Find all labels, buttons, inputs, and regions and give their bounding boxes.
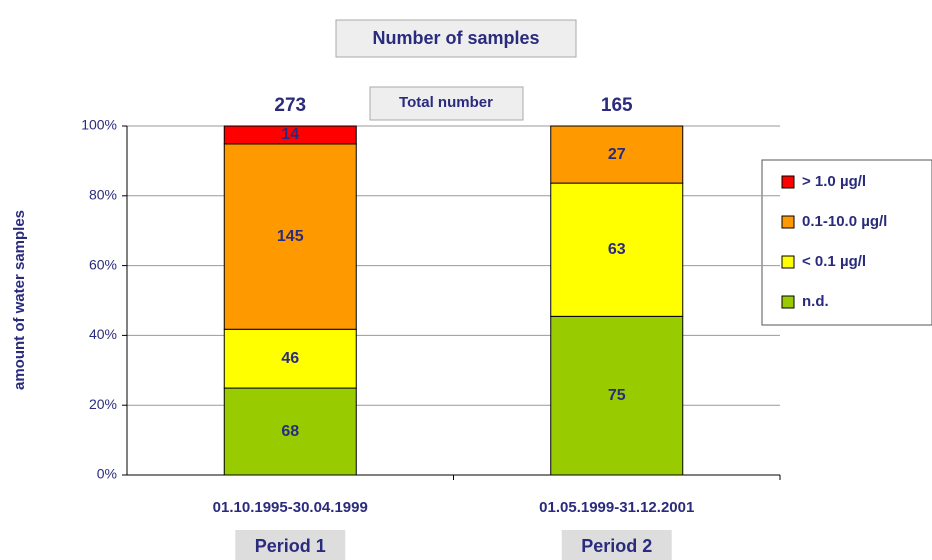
- annotation-box: [369, 86, 524, 121]
- y-tick-label: 60%: [89, 256, 117, 272]
- y-tick-label: 80%: [89, 187, 117, 203]
- annotation: Total number: [399, 94, 493, 111]
- legend-swatch: [781, 175, 795, 189]
- bar-segment: [550, 125, 684, 184]
- bar-segment: [223, 387, 357, 476]
- chart-title: Number of samples: [372, 28, 539, 48]
- period-box: [561, 530, 672, 560]
- period-label: Period 1: [255, 536, 326, 556]
- period-label: Period 2: [581, 536, 652, 556]
- legend-label: < 0.1 µg/l: [802, 253, 866, 270]
- title-box: [335, 19, 577, 58]
- total-label: 165: [601, 95, 633, 116]
- value-label: 68: [281, 423, 299, 440]
- legend-swatch: [781, 255, 795, 269]
- period-box: [235, 530, 346, 560]
- y-axis-label: amount of water samples: [11, 210, 28, 390]
- bar-segment: [550, 182, 684, 317]
- y-tick-label: 20%: [89, 396, 117, 412]
- legend-label: 0.1-10.0 µg/l: [802, 213, 887, 230]
- value-label: 75: [608, 387, 626, 404]
- legend-swatch: [781, 295, 795, 309]
- value-label: 63: [608, 241, 626, 258]
- legend-swatch: [781, 215, 795, 229]
- bar-segment: [223, 125, 357, 145]
- value-label: 14: [281, 126, 299, 143]
- value-label: 27: [608, 146, 626, 163]
- bar-segment: [223, 143, 357, 330]
- value-label: 46: [281, 350, 299, 367]
- y-tick-label: 0%: [97, 466, 117, 482]
- legend-label: n.d.: [802, 293, 829, 310]
- x-tick-label: 01.10.1995-30.04.1999: [213, 499, 368, 516]
- x-tick-label: 01.05.1999-31.12.2001: [539, 499, 694, 516]
- y-tick-label: 100%: [81, 117, 117, 133]
- bar-segment: [550, 315, 684, 476]
- total-label: 273: [274, 95, 306, 116]
- legend-label: > 1.0 µg/l: [802, 173, 866, 190]
- y-tick-label: 40%: [89, 326, 117, 342]
- value-label: 145: [277, 228, 304, 245]
